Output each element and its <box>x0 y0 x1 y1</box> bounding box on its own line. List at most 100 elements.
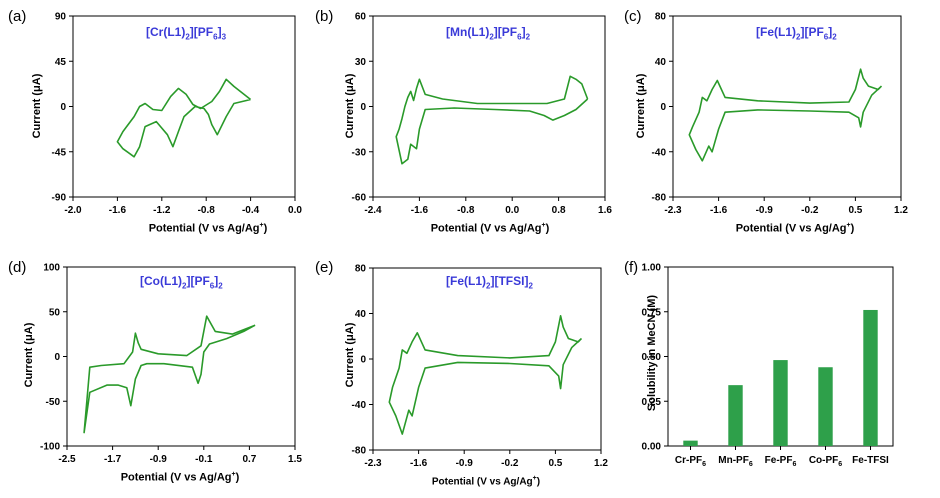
y-tick-label: 50 <box>49 307 61 318</box>
x-tick-label: -1.2 <box>153 205 171 216</box>
y-tick-label: 0.50 <box>642 352 662 363</box>
x-tick-label: 0.0 <box>288 205 302 216</box>
chart-title: [Fe(L1)2][PF6]2 <box>756 25 837 42</box>
x-axis-label: Potential (V vs Ag/Ag+) <box>148 222 268 235</box>
y-tick-label: 0 <box>60 102 66 113</box>
y-tick-label: -30 <box>352 147 367 158</box>
y-tick-label: 1.00 <box>642 263 662 274</box>
y-tick-label: -45 <box>52 147 67 158</box>
y-tick-label: -50 <box>46 397 61 408</box>
cv-curve <box>83 315 256 434</box>
x-tick-label: -1.6 <box>710 205 728 216</box>
x-tick-label: 0.7 <box>242 454 256 465</box>
panel-f: 0.00 0.25 0.50 0.75 1.00 Cr-PF6 Mn-PF6 Fe-PF6 Co… <box>620 249 940 498</box>
x-tick-label: 0.5 <box>848 205 862 216</box>
x-tick-label: 1.6 <box>598 205 612 216</box>
chart-svg: -80 -40 0 40 80 -2.3 -1.6 -0.9 -0.2 0.5 1.2 <box>352 264 609 470</box>
x-tick-label: -0.9 <box>756 205 774 216</box>
chart-title: [Fe(L1)2][TFSI]2 <box>446 274 533 291</box>
y-tick-label: 0 <box>54 352 60 363</box>
y-axis-label: Current (μA) <box>344 73 356 139</box>
chart-svg: 0.00 0.25 0.50 0.75 1.00 Cr-PF6 Mn-PF6 Fe-PF6 Co… <box>642 263 894 468</box>
x-axis-label: Potential (V vs Ag/Ag+) <box>430 222 550 235</box>
panel-e: -80 -40 0 40 80 -2.3 -1.6 -0.9 -0.2 0.5 1.2 (e) [F… <box>310 249 620 498</box>
cv-curve <box>388 315 583 435</box>
x-tick-label: -2.4 <box>364 205 382 216</box>
chart-title: [Co(L1)2][PF6]2 <box>140 274 223 291</box>
chart-svg: -80 -40 0 40 80 -2.3 -1.6 -0.9 -0.2 0.5 1.2 <box>652 12 909 217</box>
x-tick-label: -0.9 <box>456 458 474 469</box>
y-tick-label: -100 <box>40 442 60 453</box>
bar <box>863 309 878 446</box>
x-tick-label: 0.5 <box>548 458 562 469</box>
y-tick-label: 40 <box>355 309 367 320</box>
x-tick-label: -0.8 <box>457 205 475 216</box>
plot-frame <box>372 15 606 198</box>
panel-label: (f) <box>624 259 639 276</box>
x-tick-label: 1.5 <box>288 454 302 465</box>
y-tick-label: -40 <box>652 147 667 158</box>
x-tick-label: -1.6 <box>410 458 428 469</box>
bar <box>683 440 698 446</box>
x-tick-label: -0.4 <box>242 205 260 216</box>
panel-label: (d) <box>8 259 27 276</box>
y-tick-label: 0.00 <box>642 442 662 453</box>
panel-c: -80 -40 0 40 80 -2.3 -1.6 -0.9 -0.2 0.5 1.2 (c) [F… <box>620 0 940 249</box>
x-tick-label: Mn-PF6 <box>718 455 753 468</box>
panel-label: (e) <box>315 259 334 276</box>
cv-curve <box>688 68 883 162</box>
y-tick-label: -40 <box>352 400 367 411</box>
x-tick-label: -1.6 <box>109 205 127 216</box>
x-tick-label: 1.2 <box>594 458 608 469</box>
chart-title: [Mn(L1)2][PF6]2 <box>446 25 531 42</box>
y-tick-label: 80 <box>655 12 667 23</box>
bar <box>728 385 743 446</box>
panel-b: -60 -30 0 30 60 -2.4 -1.6 -0.8 0.0 0.8 1.6 (b) [Mn… <box>310 0 620 249</box>
plot-frame <box>72 15 296 198</box>
panel-a: -90 -45 0 45 90 -2.0 -1.6 -1.2 -0.8 -0.4 0.0 (a) [… <box>0 0 310 249</box>
panel-label: (b) <box>315 8 334 25</box>
y-tick-label: 40 <box>655 57 667 68</box>
cv-curve <box>116 78 252 158</box>
y-tick-label: 0 <box>360 102 366 113</box>
chart-svg: -100 -50 0 50 100 -2.5 -1.7 -0.9 -0.1 0.7 1.5 <box>40 263 302 466</box>
cv-curve <box>395 75 589 165</box>
bar <box>773 360 788 446</box>
x-tick-label: 0.8 <box>552 205 566 216</box>
x-tick-label: -0.1 <box>195 454 213 465</box>
x-tick-label: -0.2 <box>801 205 819 216</box>
y-tick-label: 0.25 <box>642 397 662 408</box>
y-axis-label: Solubility in MeCN (M) <box>646 294 658 412</box>
y-tick-label: 30 <box>355 57 367 68</box>
x-tick-label: -1.6 <box>411 205 429 216</box>
x-tick-label: -1.7 <box>104 454 122 465</box>
x-axis-label: Potential (V vs Ag/Ag+) <box>431 475 541 488</box>
y-axis-label: Current (μA) <box>23 322 35 388</box>
y-axis-label: Current (μA) <box>344 322 356 388</box>
x-tick-label: 0.0 <box>505 205 519 216</box>
y-tick-label: -60 <box>352 193 367 204</box>
x-tick-label: -0.9 <box>150 454 168 465</box>
y-tick-label: 80 <box>355 264 367 275</box>
x-tick-label: -2.3 <box>664 205 682 216</box>
x-tick-label: -0.8 <box>198 205 216 216</box>
y-tick-label: -80 <box>652 193 667 204</box>
x-tick-label: Cr-PF6 <box>675 455 706 468</box>
x-tick-label: Fe-PF6 <box>765 455 797 468</box>
y-tick-label: 45 <box>55 57 67 68</box>
y-tick-label: 0.75 <box>642 307 662 318</box>
x-axis-label: Potential (V vs Ag/Ag+) <box>120 471 240 484</box>
plot-frame <box>66 266 296 447</box>
y-tick-label: -80 <box>352 446 367 457</box>
chart-svg: -90 -45 0 45 90 -2.0 -1.6 -1.2 -0.8 -0.4 0.0 <box>52 12 303 217</box>
y-tick-label: 0 <box>660 102 666 113</box>
y-tick-label: 0 <box>360 355 366 366</box>
x-tick-label: 1.2 <box>894 205 908 216</box>
y-tick-label: 100 <box>43 263 60 274</box>
panel-d: -100 -50 0 50 100 -2.5 -1.7 -0.9 -0.1 0.7 1.5 (d) … <box>0 249 310 498</box>
y-axis-label: Current (μA) <box>635 73 647 139</box>
y-tick-label: -90 <box>52 193 67 204</box>
y-axis-label: Current (μA) <box>31 73 43 139</box>
y-tick-label: 90 <box>55 12 67 23</box>
panel-label: (a) <box>8 8 27 25</box>
